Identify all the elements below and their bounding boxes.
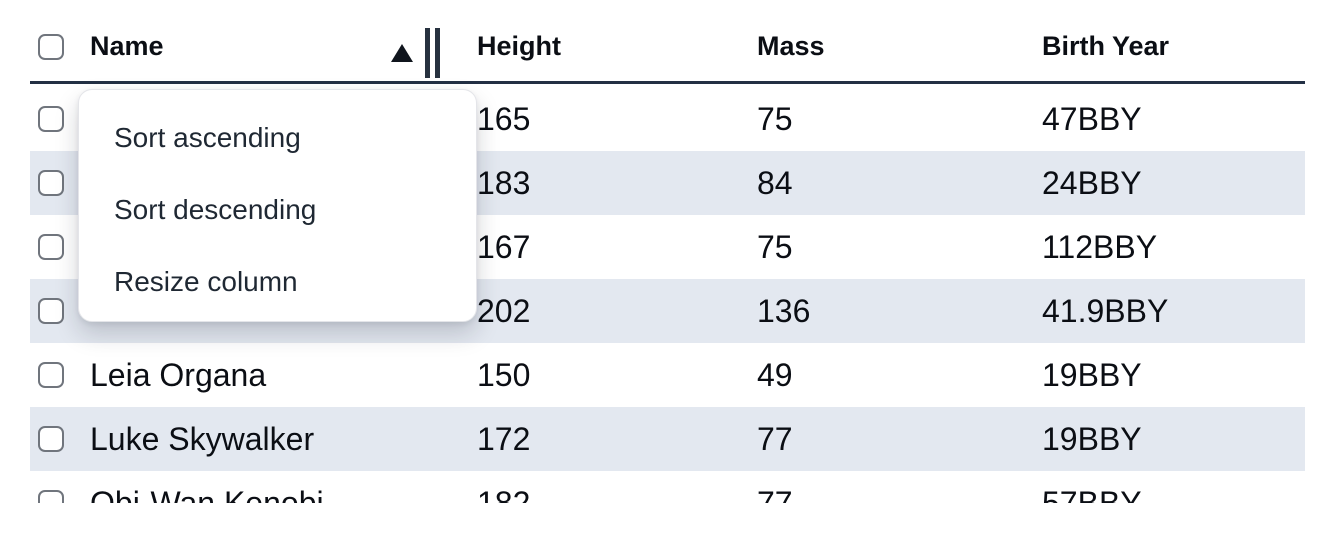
row-checkbox[interactable] <box>38 234 64 260</box>
column-resize-handle-icon[interactable] <box>425 28 440 78</box>
cell-birth-year: 47BBY <box>1042 100 1142 137</box>
row-checkbox[interactable] <box>38 426 64 452</box>
row-checkbox[interactable] <box>38 170 64 196</box>
column-header-name[interactable]: Name <box>90 31 477 62</box>
cell-mass: 77 <box>757 420 793 457</box>
cell-mass: 75 <box>757 228 793 265</box>
cell-mass: 75 <box>757 100 793 137</box>
select-all-checkbox[interactable] <box>38 33 64 60</box>
cell-birth-year: 57BBY <box>1042 484 1142 504</box>
cell-height: 150 <box>477 356 531 393</box>
cell-mass: 84 <box>757 164 793 201</box>
cell-name: Obi-Wan Kenobi <box>90 484 324 504</box>
cell-name: Leia Organa <box>90 356 267 393</box>
cell-birth-year: 112BBY <box>1042 228 1158 265</box>
menu-item-sort-descending[interactable]: Sort descending <box>114 194 317 225</box>
column-header-birth-year-label: Birth Year <box>1042 31 1170 61</box>
cell-birth-year: 19BBY <box>1042 420 1142 457</box>
cell-height: 183 <box>477 164 531 201</box>
column-header-height-label: Height <box>477 31 561 61</box>
menu-item-resize-column[interactable]: Resize column <box>114 266 298 297</box>
column-header-mass[interactable]: Mass <box>757 31 1042 62</box>
cell-name: Luke Skywalker <box>90 420 315 457</box>
cell-mass: 49 <box>757 356 793 393</box>
row-checkbox[interactable] <box>38 490 64 503</box>
row-checkbox[interactable] <box>38 362 64 388</box>
cell-mass: 136 <box>757 292 811 329</box>
menu-item-sort-ascending[interactable]: Sort ascending <box>114 122 301 153</box>
cell-birth-year: 41.9BBY <box>1042 292 1169 329</box>
table-row: Obi-Wan Kenobi 182 77 57BBY <box>30 471 1305 503</box>
table-row: Luke Skywalker 172 77 19BBY <box>30 407 1305 471</box>
row-checkbox[interactable] <box>38 298 64 324</box>
cell-mass: 77 <box>757 484 793 504</box>
column-header-birth-year[interactable]: Birth Year <box>1042 31 1305 62</box>
select-all-cell <box>30 33 90 60</box>
column-header-height[interactable]: Height <box>477 31 757 62</box>
table-header-row: Name Height Mass Birth Year <box>30 0 1305 84</box>
cell-height: 182 <box>477 484 531 504</box>
cell-birth-year: 19BBY <box>1042 356 1142 393</box>
cell-height: 172 <box>477 420 531 457</box>
cell-height: 167 <box>477 228 531 265</box>
table-row: Leia Organa 150 49 19BBY <box>30 343 1305 407</box>
cell-height: 202 <box>477 292 531 329</box>
column-header-mass-label: Mass <box>757 31 825 61</box>
column-header-name-label: Name <box>90 31 164 61</box>
sort-ascending-icon <box>391 44 413 62</box>
row-checkbox[interactable] <box>38 106 64 132</box>
cell-height: 165 <box>477 100 531 137</box>
cell-birth-year: 24BBY <box>1042 164 1142 201</box>
column-context-menu: Sort ascending Sort descending Resize co… <box>78 89 477 322</box>
